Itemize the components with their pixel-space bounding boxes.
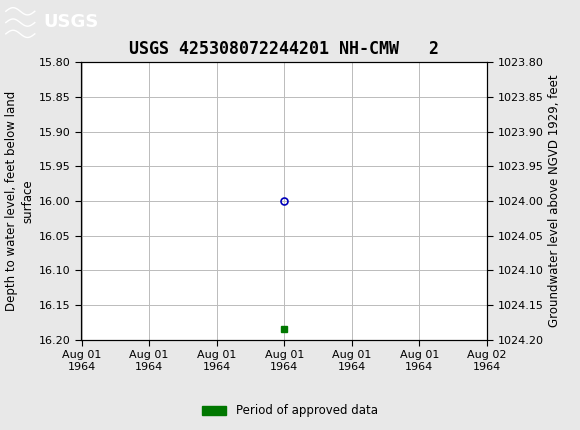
Legend: Period of approved data: Period of approved data (198, 399, 382, 422)
Y-axis label: Groundwater level above NGVD 1929, feet: Groundwater level above NGVD 1929, feet (548, 75, 561, 327)
Text: USGS: USGS (44, 12, 99, 31)
Title: USGS 425308072244201 NH-CMW   2: USGS 425308072244201 NH-CMW 2 (129, 40, 439, 58)
Y-axis label: Depth to water level, feet below land
surface: Depth to water level, feet below land su… (5, 91, 35, 311)
